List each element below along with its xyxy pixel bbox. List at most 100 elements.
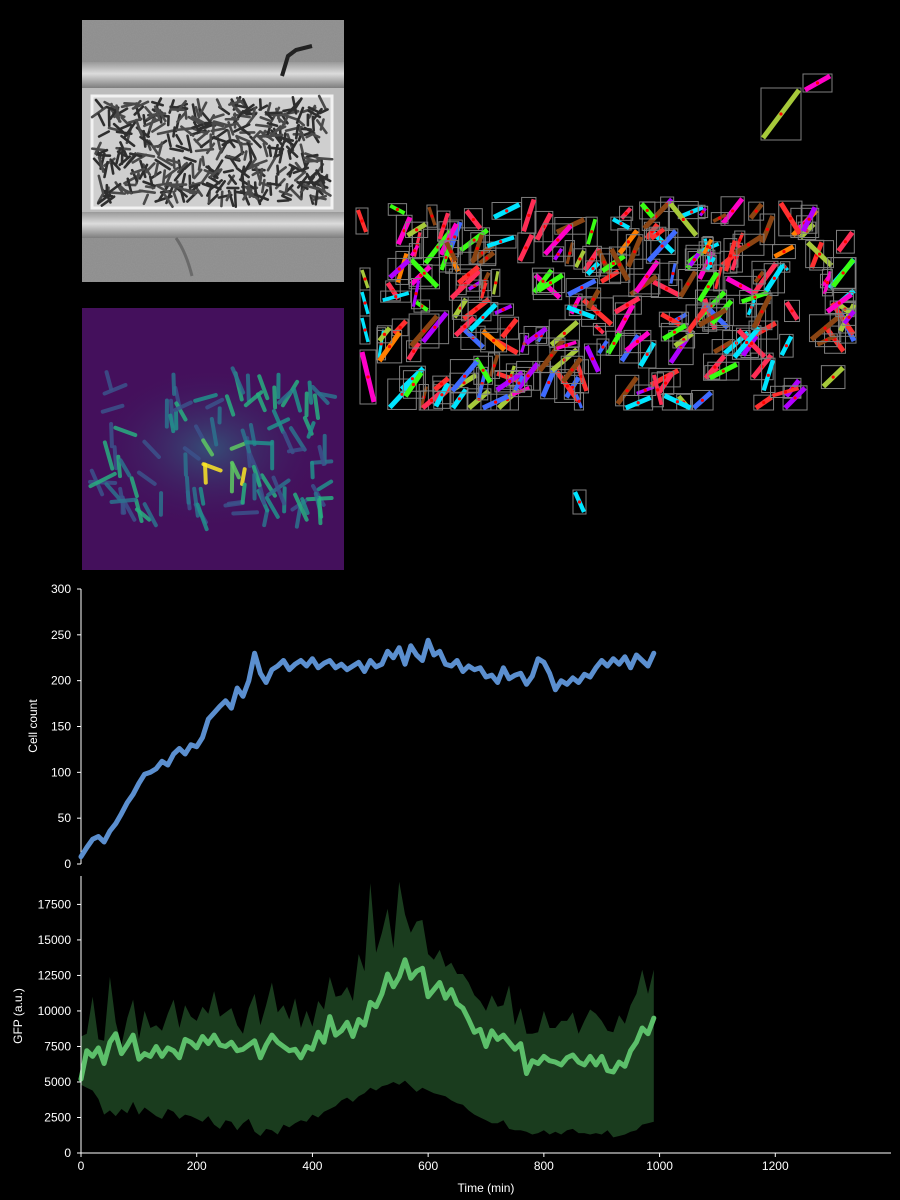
cell-centroid	[645, 274, 649, 279]
cell-centroid	[824, 338, 828, 342]
bacterium	[90, 106, 108, 119]
bacterium	[166, 133, 172, 148]
bacterium	[95, 148, 109, 156]
cell-centroid	[625, 388, 629, 393]
y-tick-label: 2500	[44, 1110, 71, 1124]
cell-centroid	[499, 240, 503, 244]
cell-centroid	[440, 393, 444, 397]
cell-bounding-box	[724, 275, 757, 296]
bacterium	[296, 180, 309, 191]
bacterium	[289, 187, 303, 201]
fluorescent-cell	[142, 439, 161, 459]
cell-bounding-box	[450, 387, 469, 411]
fluorescent-cell	[226, 499, 245, 506]
cell-centroid	[524, 246, 528, 250]
cell-bounding-box	[731, 325, 762, 360]
cell-centroid	[847, 315, 851, 319]
bacterium	[120, 116, 130, 126]
bacterium	[142, 114, 147, 125]
cell-centroid	[382, 332, 387, 336]
bacterium	[254, 165, 261, 181]
cell-bounding-box	[641, 201, 670, 231]
cell-centroid	[624, 211, 628, 215]
cell-centroid	[728, 254, 733, 258]
cell-bounding-box	[830, 257, 856, 289]
cell-bounding-box	[761, 357, 776, 394]
cell-centroid	[783, 390, 788, 394]
cell-bounding-box	[408, 313, 440, 349]
bacterium	[260, 178, 266, 194]
fluorescent-cell	[230, 366, 246, 395]
bacterium	[314, 188, 319, 206]
bacterium	[227, 174, 236, 186]
cell-centroid	[782, 249, 786, 254]
cell-bounding-box	[628, 273, 660, 298]
bacterium	[224, 155, 241, 162]
fluorescent-cell	[288, 426, 307, 452]
cell-centroid	[395, 207, 400, 212]
cell-centroid	[439, 382, 444, 386]
fluorescent-cell	[109, 497, 137, 504]
bacterium	[129, 167, 146, 175]
bacterium	[120, 134, 136, 148]
cell-bounding-box	[802, 73, 833, 93]
cell-centroid	[671, 271, 675, 276]
fluorescent-cell	[134, 498, 144, 523]
cell-centroid	[412, 349, 416, 353]
cell-bounding-box	[772, 244, 796, 260]
cell-centroid	[402, 229, 406, 233]
bacterium	[164, 183, 182, 190]
bacterium	[266, 102, 272, 115]
y-tick-label: 50	[58, 811, 72, 825]
cell-centroid	[492, 364, 496, 368]
bacterium	[242, 159, 253, 175]
y-tick-label: 15000	[38, 933, 72, 947]
bacterium	[268, 133, 284, 138]
cell-centroid	[790, 309, 794, 313]
bacterium	[115, 130, 133, 136]
cell-centroid	[608, 274, 612, 279]
cell-bounding-box	[800, 204, 818, 234]
bacterium	[136, 152, 156, 158]
cell-centroid	[444, 255, 448, 260]
bacterium	[131, 153, 148, 164]
cell-centroid	[462, 381, 466, 385]
fluorescent-cell	[286, 446, 306, 454]
phase-contrast-image	[82, 20, 344, 282]
cell-bounding-box	[784, 299, 800, 323]
cell-bounding-box	[779, 333, 794, 358]
cell-bounding-box	[723, 238, 738, 274]
cell-centroid	[766, 373, 770, 377]
fluorescent-cell	[277, 390, 293, 405]
cell-centroid	[823, 326, 827, 330]
bacterium	[110, 159, 121, 171]
fluorescent-cell	[113, 425, 138, 438]
cell-centroid	[677, 316, 681, 321]
cell-centroid	[706, 285, 710, 289]
cell-centroid	[363, 301, 367, 305]
bacterium	[195, 125, 205, 135]
cell-centroid	[721, 369, 725, 373]
cell-bounding-box	[437, 210, 451, 242]
cell-centroid	[394, 295, 398, 299]
cell-centroid	[507, 326, 511, 330]
bacterium	[162, 169, 167, 184]
cell-centroid	[485, 256, 489, 260]
cell-centroid	[663, 381, 668, 385]
cell-bounding-box	[687, 250, 701, 269]
cell-centroid	[400, 392, 404, 396]
cell-bounding-box	[408, 243, 421, 259]
cell-bounding-box	[637, 340, 657, 369]
cell-centroid	[713, 365, 717, 369]
cell-centroid	[590, 257, 594, 261]
cell-centroid	[360, 219, 364, 223]
bacterium	[123, 153, 138, 169]
bacterium	[276, 135, 295, 142]
bacterium	[310, 132, 321, 139]
fluorescent-cell	[317, 497, 323, 526]
cell-bounding-box	[709, 298, 734, 326]
cell-bounding-box	[619, 205, 634, 221]
cell-centroid	[841, 271, 845, 275]
bacterium	[115, 104, 121, 123]
cell-centroid	[471, 217, 475, 222]
